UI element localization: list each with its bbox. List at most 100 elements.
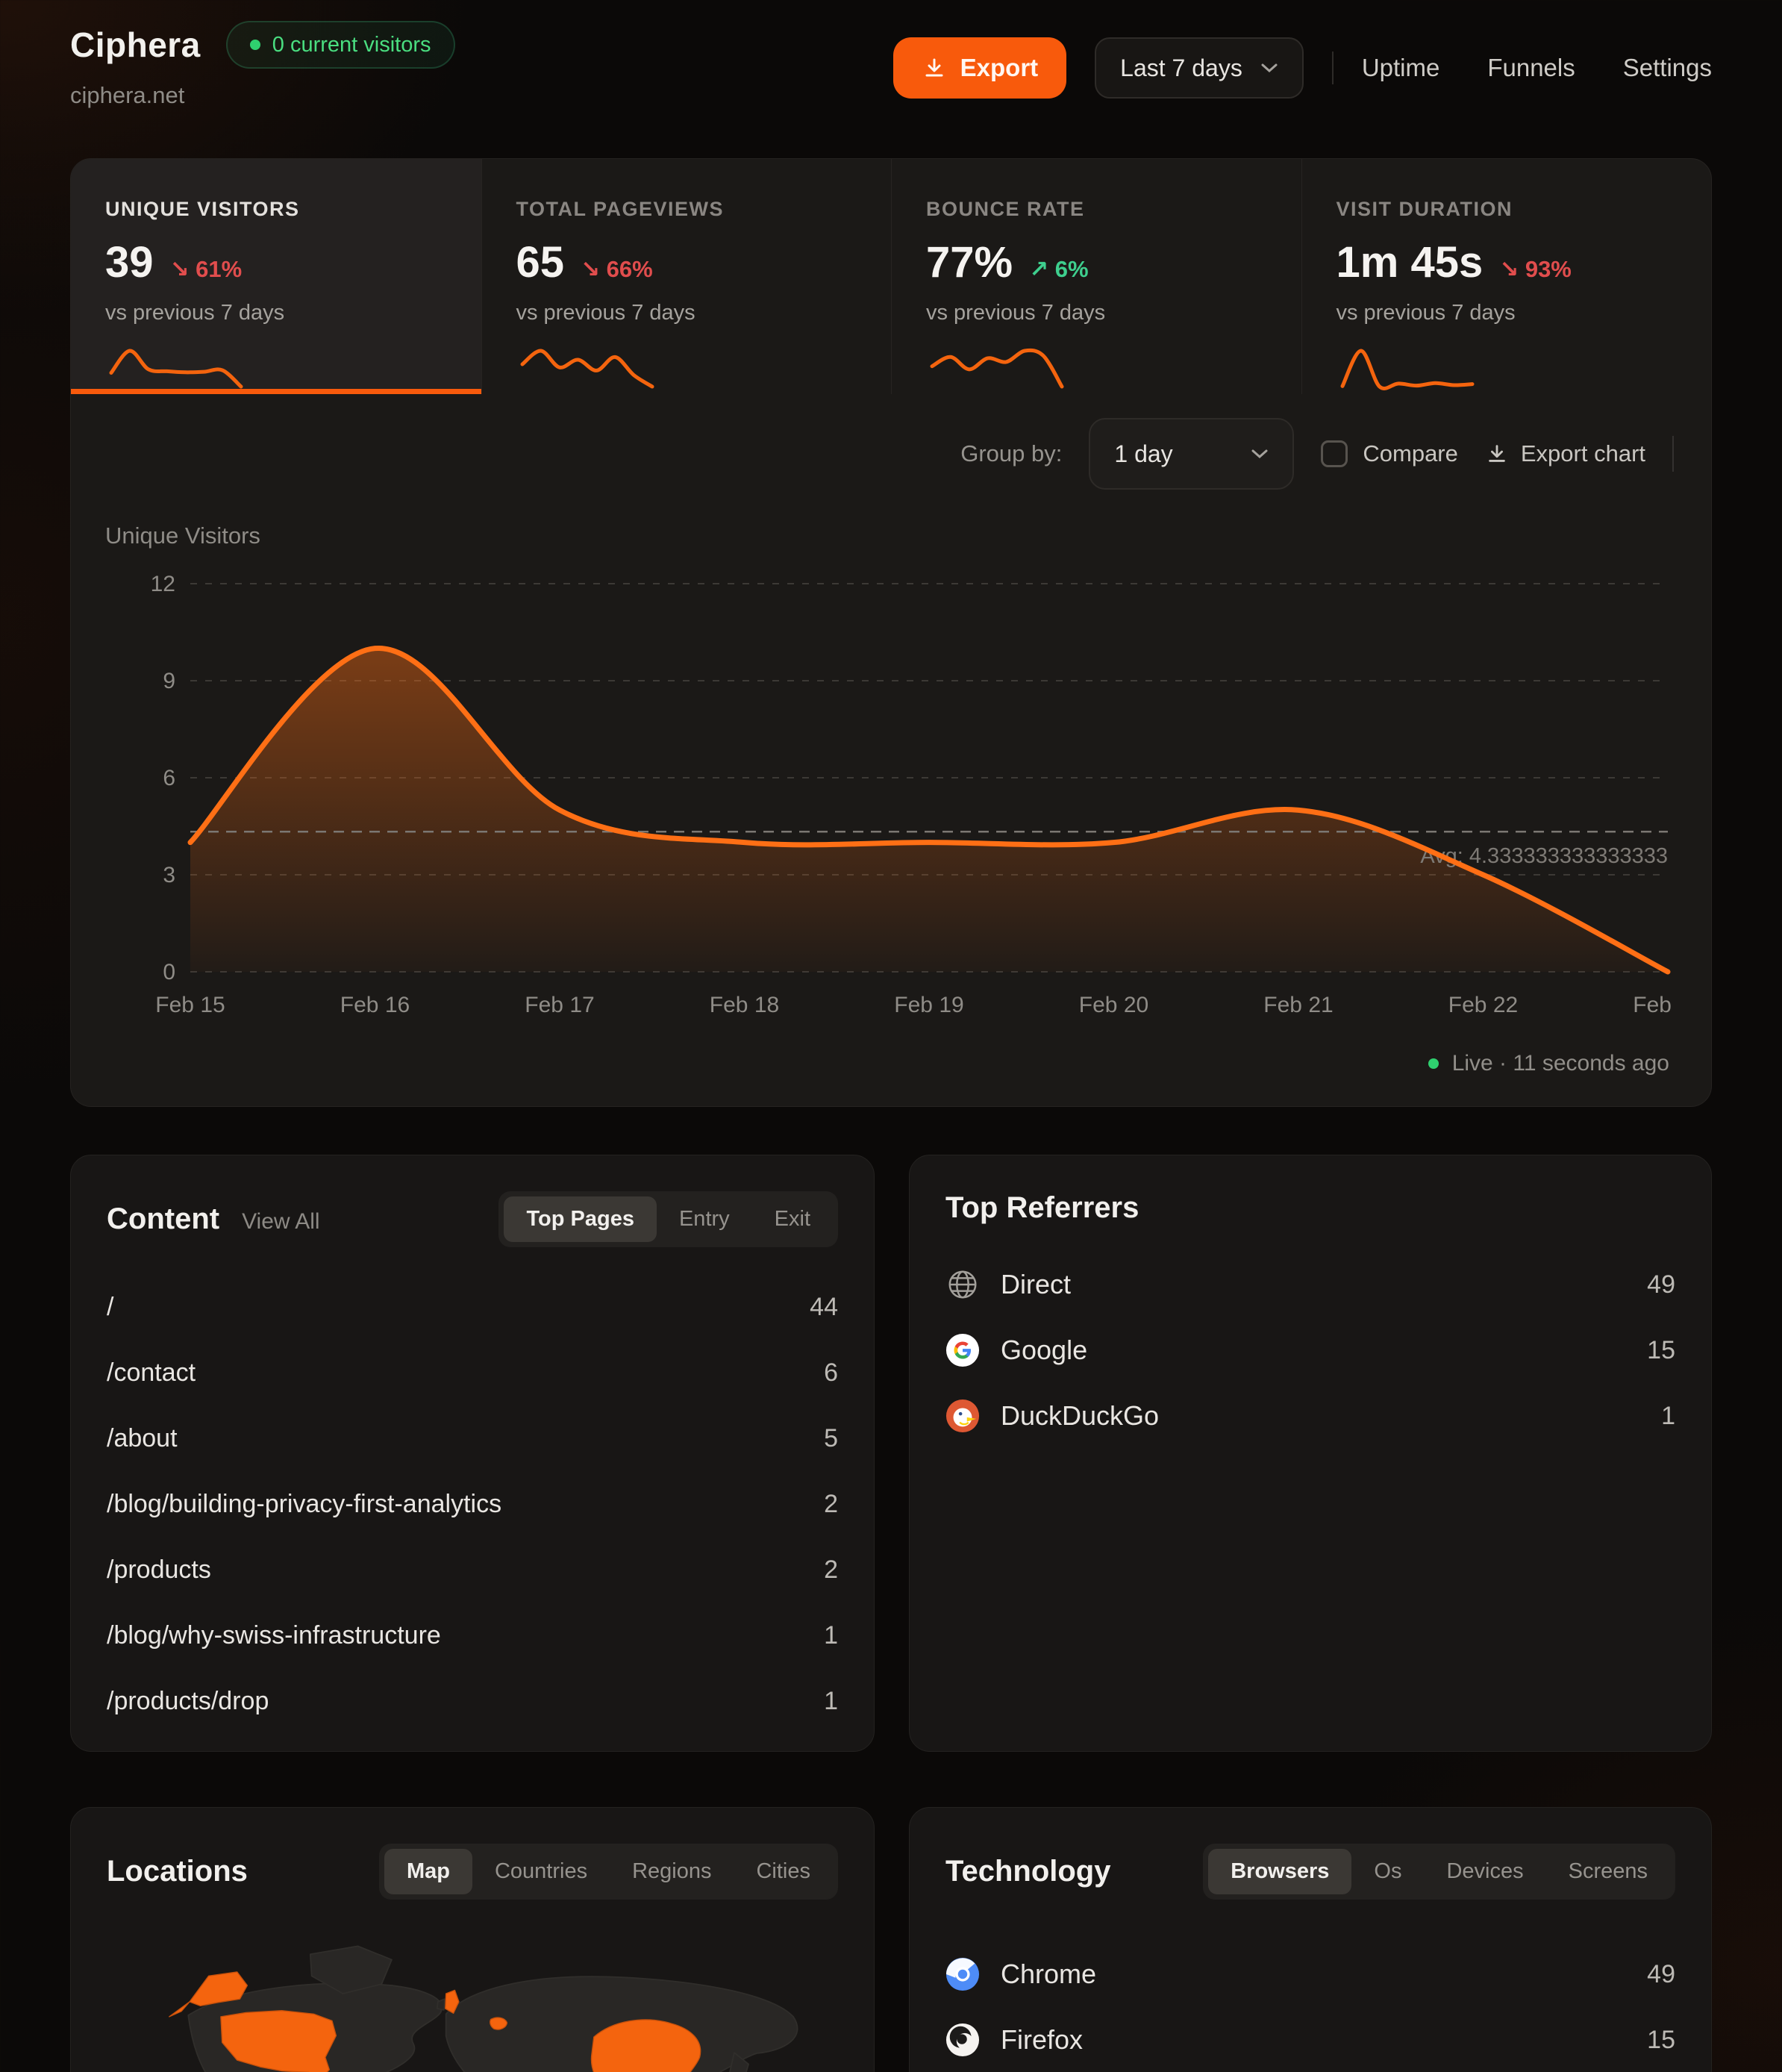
sparkline-chart <box>1340 349 1474 390</box>
svg-text:Feb 17: Feb 17 <box>525 993 594 1017</box>
tab-screens[interactable]: Screens <box>1568 1859 1648 1883</box>
stat-value: 39 <box>105 238 154 287</box>
svg-text:6: 6 <box>163 766 175 790</box>
stat-delta: ↘ 66% <box>581 256 653 282</box>
page-row[interactable]: /44 <box>107 1292 838 1321</box>
nav-item-uptime[interactable]: Uptime <box>1361 54 1440 81</box>
sparkline-chart <box>109 349 243 389</box>
svg-text:Feb 16: Feb 16 <box>340 993 410 1017</box>
top-pages-list: /44 /contact 6 /about 5 /blog/building-pri… <box>107 1274 838 1734</box>
stat-compare: vs previous 7 days <box>516 301 695 325</box>
content-tabs: Top Pages Entry Exit <box>498 1191 838 1247</box>
stat-value: 65 <box>516 238 565 287</box>
browser-row[interactable]: Firefox 15 <box>945 2007 1675 2072</box>
svg-text:3: 3 <box>163 863 175 887</box>
globe-icon <box>948 1270 977 1299</box>
stat-compare: vs previous 7 days <box>926 301 1106 325</box>
stat-compare: vs previous 7 days <box>1336 301 1516 325</box>
world-map[interactable] <box>107 1934 838 2072</box>
page-row[interactable]: /products/drop 1 <box>107 1686 838 1715</box>
date-range-select[interactable]: Last 7 days <box>1095 37 1304 99</box>
chart-area: Unique Visitors 12 9 6 3 0 Avg: 4.33333333333… <box>71 490 1711 1032</box>
stat-card-total-pageviews[interactable]: TOTAL PAGEVIEWS 65 ↘ 66% vs previous 7 d… <box>481 159 892 394</box>
referrers-card-title: Top Referrers <box>945 1191 1139 1224</box>
referrers-list: Direct 49 Google 15 <box>945 1252 1675 1449</box>
current-visitors-label: 0 current visitors <box>272 32 431 57</box>
referrer-row[interactable]: Direct 49 <box>945 1252 1675 1317</box>
page-row[interactable]: /about 5 <box>107 1423 838 1452</box>
stat-label: UNIQUE VISITORS <box>105 198 300 220</box>
stat-card-unique-visitors[interactable]: UNIQUE VISITORS 39 ↘ 61% vs previous 7 d… <box>71 159 481 394</box>
tab-os[interactable]: Os <box>1374 1859 1402 1883</box>
stat-card-visit-duration[interactable]: VISIT DURATION 1m 45s ↘ 93% vs previous … <box>1301 159 1712 394</box>
stats-row: UNIQUE VISITORS 39 ↘ 61% vs previous 7 d… <box>71 159 1711 394</box>
view-all-link[interactable]: View All <box>242 1209 320 1234</box>
nav-item-settings[interactable]: Settings <box>1622 54 1712 81</box>
live-dot-icon <box>1428 1058 1439 1069</box>
current-visitors-badge[interactable]: 0 current visitors <box>225 21 455 69</box>
date-range-value: Last 7 days <box>1120 54 1242 81</box>
page-row[interactable]: /products 2 <box>107 1555 838 1584</box>
page-row[interactable]: /blog/why-swiss-infrastructure 1 <box>107 1620 838 1650</box>
page-row[interactable]: /contact 6 <box>107 1358 838 1387</box>
tab-top-pages[interactable]: Top Pages <box>504 1196 657 1242</box>
tab-browsers[interactable]: Browsers <box>1208 1849 1352 1894</box>
world-map-svg <box>169 1945 798 2072</box>
stat-delta: ↘ 61% <box>169 256 243 282</box>
browser-row[interactable]: Chrome 49 <box>945 1941 1675 2007</box>
tab-cities[interactable]: Cities <box>756 1859 810 1883</box>
export-button-label: Export <box>960 54 1039 81</box>
group-by-label: Group by: <box>960 440 1063 466</box>
stat-delta: ↘ 93% <box>1499 256 1572 282</box>
tab-map[interactable]: Map <box>384 1849 472 1894</box>
header-controls: Export Last 7 days Uptime Funnels Settin… <box>892 37 1712 99</box>
locations-card-title: Locations <box>107 1855 248 1888</box>
main-nav: Uptime Funnels Settings <box>1362 54 1712 82</box>
analytics-panel: UNIQUE VISITORS 39 ↘ 61% vs previous 7 d… <box>70 158 1712 1107</box>
tab-entry[interactable]: Entry <box>678 1207 730 1231</box>
stat-label: VISIT DURATION <box>1336 198 1513 220</box>
tab-countries[interactable]: Countries <box>494 1859 588 1883</box>
cards-row-2: Locations Map Countries Regions Cities <box>70 1807 1712 2072</box>
group-by-value: 1 day <box>1114 440 1173 467</box>
svg-text:Feb 19: Feb 19 <box>894 993 963 1017</box>
referrer-row[interactable]: Google 15 <box>945 1317 1675 1383</box>
group-by-select[interactable]: 1 day <box>1089 418 1295 490</box>
locations-card: Locations Map Countries Regions Cities <box>70 1807 875 2072</box>
export-button[interactable]: Export <box>892 37 1067 99</box>
live-status: Live · 11 seconds ago <box>71 1032 1711 1106</box>
svg-text:0: 0 <box>163 960 175 984</box>
duckduckgo-icon <box>945 1399 980 1433</box>
stat-card-bounce-rate[interactable]: BOUNCE RATE 77% ↗ 6% vs previous 7 days <box>891 159 1301 394</box>
tab-regions[interactable]: Regions <box>632 1859 712 1883</box>
site-title: Ciphera <box>70 25 201 64</box>
compare-checkbox[interactable] <box>1321 440 1348 467</box>
sparkline-chart <box>520 349 654 389</box>
browsers-list: Chrome 49 Firefox 15 <box>945 1941 1675 2072</box>
tab-exit[interactable]: Exit <box>774 1207 810 1231</box>
svg-text:Feb 15: Feb 15 <box>155 993 225 1017</box>
referrer-row[interactable]: DuckDuckGo 1 <box>945 1383 1675 1449</box>
header-divider <box>1331 52 1334 84</box>
sparkline-chart <box>930 348 1064 389</box>
technology-card: Technology Browsers Os Devices Screens <box>909 1807 1712 2072</box>
locations-tabs: Map Countries Regions Cities <box>378 1844 838 1900</box>
chevron-down-icon <box>1261 63 1278 73</box>
google-icon <box>945 1333 980 1367</box>
download-icon <box>1489 445 1505 462</box>
stat-value: 1m 45s <box>1336 238 1484 287</box>
live-dot-icon <box>249 40 260 50</box>
compare-toggle[interactable]: Compare <box>1321 440 1458 467</box>
cards-row-1: Content View All Top Pages Entry Exit /4… <box>70 1155 1712 1752</box>
stat-label: TOTAL PAGEVIEWS <box>516 198 725 220</box>
export-chart-button[interactable]: Export chart <box>1485 440 1645 467</box>
stat-value: 77% <box>926 238 1013 287</box>
stat-compare: vs previous 7 days <box>105 301 285 325</box>
tab-devices[interactable]: Devices <box>1446 1859 1524 1883</box>
page-row[interactable]: /blog/building-privacy-first-analytics 2 <box>107 1489 838 1518</box>
page: Ciphera 0 current visitors ciphera.net E… <box>70 0 1712 2072</box>
nav-item-funnels[interactable]: Funnels <box>1487 54 1575 81</box>
chrome-icon <box>945 1957 980 1991</box>
download-icon <box>925 58 943 77</box>
